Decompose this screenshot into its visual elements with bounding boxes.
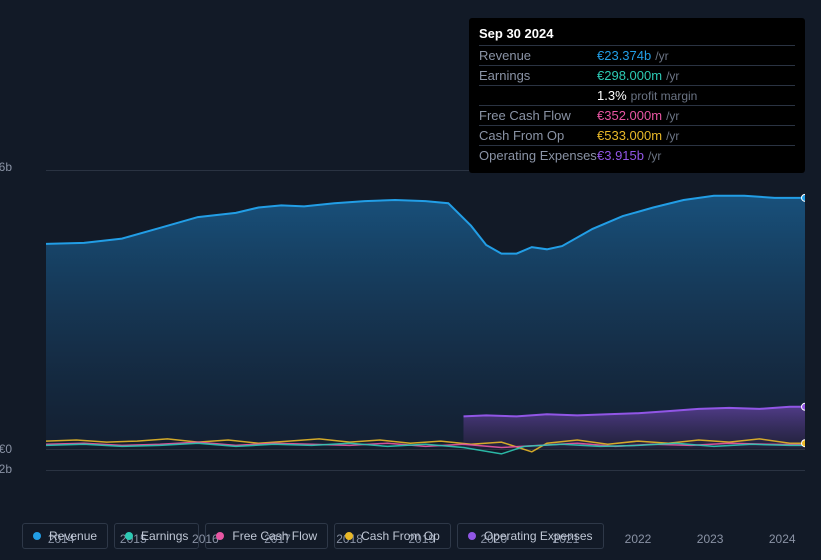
tooltip-label: Revenue (479, 48, 597, 63)
legend-item-revenue[interactable]: Revenue (22, 523, 108, 549)
tooltip-date: Sep 30 2024 (479, 26, 795, 45)
tooltip-row: Earnings€298.000m/yr (479, 65, 795, 85)
chart-tooltip: Sep 30 2024 Revenue€23.374b/yrEarnings€2… (469, 18, 805, 173)
y-axis-label: -€2b (0, 462, 16, 476)
y-axis-label: €0 (0, 442, 16, 456)
tooltip-label: Cash From Op (479, 128, 597, 143)
chart-legend: Revenue Earnings Free Cash Flow Cash From O… (22, 523, 604, 549)
legend-item-operating-expenses[interactable]: Operating Expenses (457, 523, 604, 549)
tooltip-unit: profit margin (631, 89, 698, 103)
legend-dot-icon (125, 532, 133, 540)
tooltip-row: Free Cash Flow€352.000m/yr (479, 105, 795, 125)
tooltip-unit: /yr (655, 49, 668, 63)
tooltip-label: Free Cash Flow (479, 108, 597, 123)
legend-dot-icon (468, 532, 476, 540)
legend-dot-icon (345, 532, 353, 540)
legend-item-free-cash-flow[interactable]: Free Cash Flow (205, 523, 328, 549)
financials-chart[interactable]: €26b €0 -€2b 201420152016201720182019202… (16, 160, 805, 500)
tooltip-row: 1.3% profit margin (479, 85, 795, 105)
legend-label: Cash From Op (361, 529, 440, 543)
tooltip-unit: /yr (648, 149, 661, 163)
chart-plot (46, 170, 805, 470)
gridline (46, 470, 805, 471)
legend-item-earnings[interactable]: Earnings (114, 523, 199, 549)
tooltip-unit: /yr (666, 129, 679, 143)
tooltip-row: Revenue€23.374b/yr (479, 45, 795, 65)
tooltip-label: Earnings (479, 68, 597, 83)
tooltip-unit: /yr (666, 109, 679, 123)
tooltip-value: 1.3% (597, 88, 627, 103)
y-axis-label: €26b (0, 160, 16, 174)
legend-item-cash-from-op[interactable]: Cash From Op (334, 523, 451, 549)
legend-label: Revenue (49, 529, 97, 543)
tooltip-value: €23.374b (597, 48, 651, 63)
x-axis-label: 2024 (769, 532, 796, 546)
legend-label: Operating Expenses (484, 529, 593, 543)
legend-dot-icon (33, 532, 41, 540)
tooltip-label: Operating Expenses (479, 148, 597, 163)
tooltip-value: €533.000m (597, 128, 662, 143)
tooltip-row: Operating Expenses€3.915b/yr (479, 145, 795, 165)
tooltip-row: Cash From Op€533.000m/yr (479, 125, 795, 145)
tooltip-unit: /yr (666, 69, 679, 83)
legend-dot-icon (216, 532, 224, 540)
x-axis-label: 2022 (625, 532, 652, 546)
x-axis-label: 2023 (697, 532, 724, 546)
legend-label: Earnings (141, 529, 188, 543)
tooltip-value: €3.915b (597, 148, 644, 163)
legend-label: Free Cash Flow (232, 529, 317, 543)
tooltip-value: €298.000m (597, 68, 662, 83)
tooltip-value: €352.000m (597, 108, 662, 123)
